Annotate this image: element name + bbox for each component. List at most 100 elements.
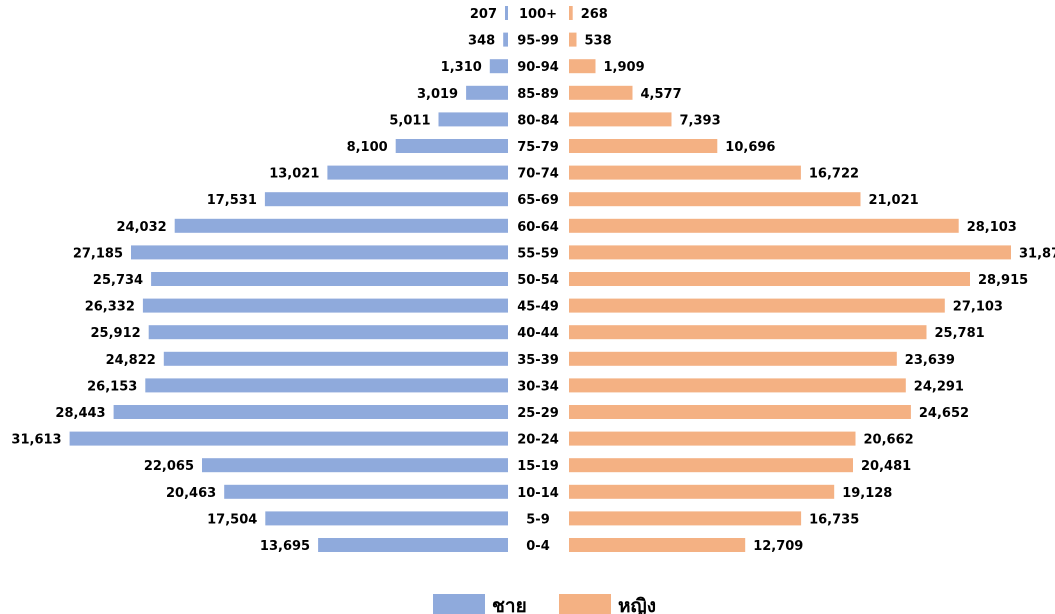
female-bar-80-84 bbox=[569, 112, 672, 127]
male-bar-60-64 bbox=[174, 218, 508, 233]
age-label-0-4: 0-4 bbox=[526, 539, 550, 554]
female-bar-100plus bbox=[569, 6, 573, 20]
female-value-label-65-69: 21,021 bbox=[869, 193, 919, 208]
male-value-label-90-94: 1,310 bbox=[441, 60, 482, 75]
male-value-label-40-44: 25,912 bbox=[91, 326, 141, 341]
male-value-label-0-4: 13,695 bbox=[260, 539, 310, 554]
male-bar-65-69 bbox=[264, 192, 508, 207]
male-bar-95-99 bbox=[503, 32, 508, 47]
male-value-label-25-29: 28,443 bbox=[55, 406, 105, 421]
male-bar-25-29 bbox=[113, 405, 508, 419]
male-value-label-70-74: 13,021 bbox=[269, 167, 319, 182]
male-bar-85-89 bbox=[466, 85, 508, 100]
female-bar-25-29 bbox=[569, 405, 911, 419]
male-bar-80-84 bbox=[438, 112, 508, 127]
female-value-label-20-24: 20,662 bbox=[864, 433, 914, 448]
female-value-label-75-79: 10,696 bbox=[725, 140, 775, 155]
female-value-label-10-14: 19,128 bbox=[842, 486, 892, 501]
age-label-75-79: 75-79 bbox=[517, 140, 559, 155]
male-bar-75-79 bbox=[395, 139, 508, 153]
female-value-label-70-74: 16,722 bbox=[809, 167, 859, 182]
age-label-50-54: 50-54 bbox=[517, 273, 559, 288]
male-value-label-45-49: 26,332 bbox=[85, 300, 135, 315]
female-value-label-45-49: 27,103 bbox=[953, 300, 1003, 315]
female-value-labels: 268 538 1,909 4,577 7,393 10,696 16,722 21,021 2… bbox=[581, 7, 1055, 554]
legend-label-female: หญิง bbox=[618, 595, 656, 614]
female-value-label-100plus: 268 bbox=[581, 7, 608, 22]
female-bar-60-64 bbox=[569, 218, 959, 233]
age-label-40-44: 40-44 bbox=[517, 326, 559, 341]
age-label-70-74: 70-74 bbox=[517, 167, 559, 182]
male-bar-15-19 bbox=[202, 458, 508, 473]
age-label-25-29: 25-29 bbox=[517, 406, 559, 421]
female-bar-75-79 bbox=[569, 139, 718, 153]
age-group-labels: 100+ 95-99 90-94 85-89 80-84 75-79 70-74 65-69 6… bbox=[517, 7, 559, 554]
female-value-label-0-4: 12,709 bbox=[753, 539, 803, 554]
male-value-label-75-79: 8,100 bbox=[347, 140, 388, 155]
male-value-label-100plus: 207 bbox=[470, 7, 497, 22]
male-value-label-5-9: 17,504 bbox=[207, 512, 257, 527]
male-bar-30-34 bbox=[145, 378, 509, 393]
female-value-label-30-34: 24,291 bbox=[914, 379, 964, 394]
male-value-label-95-99: 348 bbox=[468, 34, 495, 49]
female-value-label-95-99: 538 bbox=[585, 34, 612, 49]
age-label-60-64: 60-64 bbox=[517, 220, 559, 235]
female-bar-90-94 bbox=[569, 59, 596, 74]
male-bar-10-14 bbox=[224, 484, 508, 499]
age-label-45-49: 45-49 bbox=[517, 300, 559, 315]
male-value-label-65-69: 17,531 bbox=[207, 193, 257, 208]
female-bar-70-74 bbox=[569, 165, 801, 180]
age-label-90-94: 90-94 bbox=[517, 60, 559, 75]
male-value-label-55-59: 27,185 bbox=[73, 246, 123, 261]
male-bar-50-54 bbox=[151, 272, 508, 286]
male-value-label-20-24: 31,613 bbox=[11, 433, 61, 448]
female-value-label-85-89: 4,577 bbox=[641, 87, 682, 102]
male-value-label-80-84: 5,011 bbox=[389, 113, 430, 128]
female-bar-55-59 bbox=[569, 245, 1011, 260]
female-bar-0-4 bbox=[569, 538, 746, 552]
legend-swatch-female bbox=[559, 594, 611, 614]
female-value-label-80-84: 7,393 bbox=[680, 113, 721, 128]
female-bar-5-9 bbox=[569, 511, 802, 526]
female-bar-85-89 bbox=[569, 85, 633, 100]
legend-label-male: ชาย bbox=[492, 595, 527, 614]
age-label-65-69: 65-69 bbox=[517, 193, 559, 208]
female-bar-45-49 bbox=[569, 298, 945, 313]
female-value-label-5-9: 16,735 bbox=[809, 512, 859, 527]
female-value-label-25-29: 24,652 bbox=[919, 406, 969, 421]
female-bars bbox=[569, 6, 1011, 552]
male-bar-35-39 bbox=[163, 351, 509, 366]
female-bar-10-14 bbox=[569, 484, 835, 499]
female-bar-65-69 bbox=[569, 192, 861, 207]
age-label-15-19: 15-19 bbox=[517, 459, 559, 474]
male-bar-40-44 bbox=[148, 325, 508, 340]
age-label-10-14: 10-14 bbox=[517, 486, 559, 501]
age-label-95-99: 95-99 bbox=[517, 34, 559, 49]
male-bar-90-94 bbox=[489, 59, 508, 74]
female-value-label-60-64: 28,103 bbox=[967, 220, 1017, 235]
female-value-label-90-94: 1,909 bbox=[604, 60, 645, 75]
male-value-label-60-64: 24,032 bbox=[117, 220, 167, 235]
male-bar-0-4 bbox=[318, 538, 508, 552]
male-bar-20-24 bbox=[69, 431, 508, 446]
female-bar-35-39 bbox=[569, 351, 897, 366]
female-bar-30-34 bbox=[569, 378, 906, 393]
female-value-label-50-54: 28,915 bbox=[978, 273, 1028, 288]
female-value-label-40-44: 25,781 bbox=[935, 326, 985, 341]
age-label-30-34: 30-34 bbox=[517, 379, 559, 394]
female-bar-15-19 bbox=[569, 458, 853, 473]
male-bar-55-59 bbox=[131, 245, 508, 260]
female-bar-40-44 bbox=[569, 325, 927, 340]
male-value-label-10-14: 20,463 bbox=[166, 486, 216, 501]
male-value-label-35-39: 24,822 bbox=[106, 353, 156, 368]
male-bar-45-49 bbox=[142, 298, 508, 313]
male-bar-70-74 bbox=[327, 165, 508, 180]
age-label-35-39: 35-39 bbox=[517, 353, 559, 368]
female-bar-50-54 bbox=[569, 272, 970, 286]
male-value-label-85-89: 3,019 bbox=[417, 87, 458, 102]
male-bar-5-9 bbox=[265, 511, 508, 526]
age-label-20-24: 20-24 bbox=[517, 433, 559, 448]
